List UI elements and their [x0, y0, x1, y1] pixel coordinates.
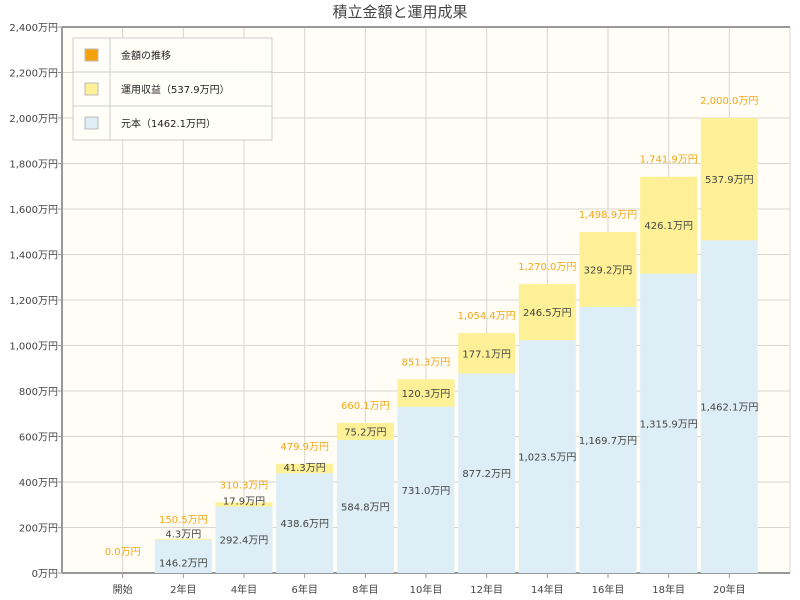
bar-return[interactable] [700, 118, 758, 241]
bar-principal[interactable] [579, 306, 637, 573]
bar-principal[interactable] [336, 439, 394, 573]
return-data-label: 177.1万円 [462, 349, 511, 360]
bar-return[interactable] [640, 176, 698, 274]
bar-principal[interactable] [640, 273, 698, 573]
bar-return[interactable] [154, 538, 212, 540]
return-data-label: 537.9万円 [705, 175, 754, 186]
y-tick-label: 400万円 [19, 478, 58, 489]
bar-return[interactable] [518, 284, 576, 341]
x-tick-label: 20年目 [713, 583, 746, 596]
bar-return[interactable] [215, 502, 273, 507]
principal-data-label: 438.6万円 [280, 519, 329, 530]
bar-return[interactable] [458, 333, 516, 374]
bar-return[interactable] [336, 422, 394, 440]
y-tick-label: 1,000万円 [9, 342, 58, 353]
bar-principal[interactable] [215, 506, 273, 573]
bar-principal[interactable] [276, 473, 334, 573]
x-tick-label: 18年目 [652, 583, 685, 596]
principal-data-label: 1,169.7万円 [579, 436, 637, 447]
legend-label: 運用収益（537.9万円） [121, 83, 230, 96]
y-tick-label: 1,400万円 [9, 251, 58, 262]
y-tick-label: 200万円 [19, 524, 58, 535]
legend-box [72, 37, 273, 141]
return-data-label: 75.2万円 [344, 427, 386, 438]
y-tick-label: 800万円 [19, 387, 58, 398]
principal-data-label: 877.2万円 [462, 469, 511, 480]
x-tick-label: 2年目 [170, 583, 196, 596]
bar-return[interactable] [276, 463, 334, 474]
legend-item-total[interactable]: 金額の推移 [84, 48, 171, 62]
principal-data-label: 731.0万円 [402, 486, 451, 497]
x-tick-label: 14年目 [531, 583, 564, 596]
return-data-label: 329.2万円 [584, 265, 633, 276]
total-data-label: 1,741.9万円 [640, 155, 698, 166]
bar-principal[interactable] [700, 240, 758, 573]
legend-label: 元本（1462.1万円） [121, 117, 216, 130]
return-data-label: 120.3万円 [402, 389, 451, 400]
y-tick-label: 600万円 [19, 433, 58, 444]
total-data-label: 479.9万円 [280, 442, 329, 453]
principal-data-label: 1,023.5万円 [518, 453, 576, 464]
x-tick-label: 6年目 [291, 583, 317, 596]
x-tick-label: 8年目 [352, 583, 378, 596]
total-data-label: 1,498.9万円 [579, 210, 637, 221]
return-data-label: 246.5万円 [523, 308, 572, 319]
bar-return[interactable] [579, 232, 637, 307]
total-data-label: 310.3万円 [220, 480, 269, 491]
x-tick-label: 開始 [113, 583, 133, 596]
bar-return[interactable] [397, 379, 455, 407]
total-data-label: 660.1万円 [341, 401, 390, 412]
total-data-label: 851.3万円 [402, 357, 451, 368]
y-tick-label: 0万円 [32, 569, 58, 580]
bar-principal[interactable] [458, 373, 516, 573]
total-data-label: 1,270.0万円 [518, 262, 576, 273]
x-tick-label: 4年目 [231, 583, 257, 596]
legend-swatch [84, 82, 99, 96]
return-data-label: 426.1万円 [644, 221, 693, 232]
x-tick-label: 16年目 [592, 583, 625, 596]
legend-item-return[interactable]: 運用収益（537.9万円） [84, 82, 230, 96]
legend-swatch [84, 116, 99, 130]
legend-label: 金額の推移 [121, 49, 171, 62]
y-tick-label: 1,800万円 [9, 160, 58, 171]
return-data-label: 4.3万円 [165, 530, 201, 541]
total-data-label: 1,054.4万円 [458, 311, 516, 322]
principal-data-label: 584.8万円 [341, 502, 390, 513]
bar-principal[interactable] [397, 406, 455, 573]
x-tick-label: 12年目 [470, 583, 503, 596]
principal-data-label: 146.2万円 [159, 558, 208, 569]
legend-swatch [84, 48, 99, 62]
bar-principal[interactable] [518, 340, 576, 573]
principal-data-label: 1,315.9万円 [640, 419, 698, 430]
principal-data-label: 1,462.1万円 [700, 403, 758, 414]
total-data-label: 0.0万円 [105, 547, 141, 558]
principal-data-label: 292.4万円 [220, 536, 269, 547]
bar-principal[interactable] [154, 539, 212, 573]
y-tick-label: 1,200万円 [9, 296, 58, 307]
legend-item-principal[interactable]: 元本（1462.1万円） [84, 116, 216, 130]
y-tick-label: 2,000万円 [9, 114, 58, 125]
total-data-label: 150.5万円 [159, 515, 208, 526]
y-tick-label: 2,200万円 [9, 69, 58, 80]
chart-title: 積立金額と運用成果 [332, 3, 467, 21]
return-data-label: 17.9万円 [223, 496, 265, 507]
y-tick-label: 1,600万円 [9, 205, 58, 216]
x-tick-label: 10年目 [410, 583, 443, 596]
total-data-label: 2,000.0万円 [700, 96, 758, 107]
return-data-label: 41.3万円 [284, 463, 326, 474]
y-tick-label: 2,400万円 [9, 23, 58, 34]
